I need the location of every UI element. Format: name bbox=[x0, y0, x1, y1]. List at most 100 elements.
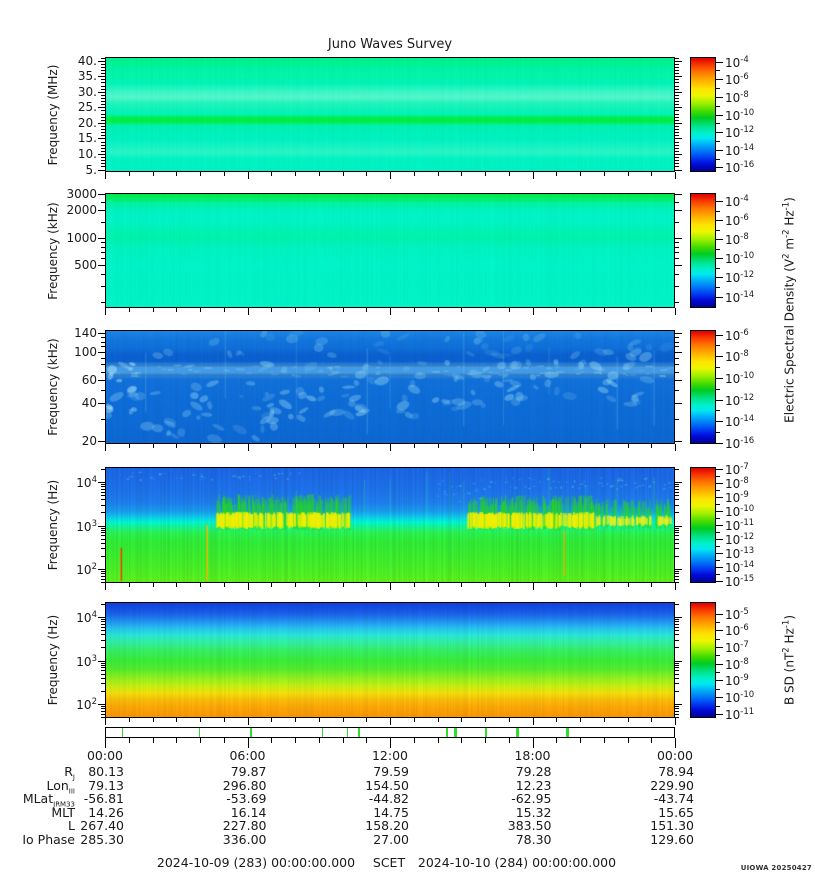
x-major-tick bbox=[105, 444, 106, 451]
colorbar-canvas-mf-electric-khz bbox=[691, 331, 715, 443]
colorbar-minor-tick bbox=[716, 248, 720, 250]
y-minor-tick bbox=[675, 441, 679, 443]
y-major-tick bbox=[98, 569, 105, 571]
x-minor-tick bbox=[271, 583, 273, 587]
y-minor-tick bbox=[101, 630, 105, 632]
colorbar-major-tick bbox=[716, 713, 723, 715]
y-tick-label: 1000 bbox=[66, 230, 97, 245]
y-major-tick bbox=[98, 704, 105, 706]
x-minor-tick bbox=[485, 583, 486, 587]
y-minor-tick bbox=[675, 221, 679, 223]
y-minor-tick bbox=[675, 486, 679, 488]
y-minor-tick bbox=[101, 706, 105, 708]
y-minor-tick bbox=[675, 274, 679, 276]
y-minor-tick bbox=[101, 82, 105, 84]
x-minor-tick bbox=[200, 172, 201, 176]
y-major-tick bbox=[98, 660, 105, 662]
colorbar-minor-tick bbox=[716, 88, 720, 90]
eph-value: -56.81 bbox=[83, 791, 124, 807]
y-minor-tick bbox=[101, 157, 105, 159]
x-minor-tick bbox=[176, 583, 178, 587]
colorbar-minor-tick bbox=[716, 490, 720, 492]
y-minor-tick bbox=[675, 529, 679, 531]
colorbar-tick-label: 10-12 bbox=[725, 125, 755, 141]
colorbar-major-tick bbox=[716, 149, 723, 151]
colorbar-minor-tick bbox=[716, 388, 720, 390]
y-minor-tick bbox=[101, 495, 105, 497]
x-minor-tick bbox=[627, 444, 629, 448]
y-tick-label: 100 bbox=[74, 344, 97, 359]
y-minor-tick bbox=[101, 163, 105, 165]
y-minor-tick bbox=[101, 371, 105, 373]
spectrogram-panel-vlf-electric-hz bbox=[105, 467, 675, 583]
y-major-tick bbox=[675, 237, 682, 239]
y-minor-tick bbox=[101, 418, 105, 420]
y-minor-tick bbox=[101, 713, 105, 715]
y-minor-tick bbox=[675, 371, 679, 373]
y-axis-label-lf-electric-khz: Frequency (kHz) bbox=[46, 201, 60, 300]
colorbar-minor-tick bbox=[716, 705, 720, 707]
y-minor-tick bbox=[101, 98, 105, 100]
y-minor-tick bbox=[101, 116, 105, 118]
x-minor-tick bbox=[556, 308, 558, 312]
x-minor-tick bbox=[603, 718, 605, 722]
y-tick-label: 103 bbox=[76, 518, 97, 534]
colorbar-major-tick bbox=[716, 469, 723, 471]
eph-row-label: LonIII bbox=[46, 777, 75, 796]
time-axis-minor-tick bbox=[271, 738, 273, 743]
colorbar-tick-label: 10-16 bbox=[725, 160, 755, 176]
eph-value: 158.20 bbox=[365, 818, 409, 834]
y-minor-tick bbox=[675, 129, 679, 131]
y-minor-tick bbox=[675, 163, 679, 165]
magnetic-spectral-density-unit-label: B SD (nT2 Hz-1) bbox=[781, 614, 797, 706]
x-minor-tick bbox=[152, 583, 154, 587]
eph-value: -44.82 bbox=[368, 791, 409, 807]
colorbar-minor-tick bbox=[716, 621, 720, 623]
colorbar-major-tick bbox=[716, 663, 723, 665]
y-major-tick bbox=[675, 569, 682, 571]
colorbar-tick-label: 10-7 bbox=[725, 640, 749, 656]
colorbar-canvas-hf-electric-mhz bbox=[691, 58, 715, 171]
y-minor-tick bbox=[675, 101, 679, 103]
time-axis-minor-tick bbox=[603, 738, 605, 743]
y-tick-label: 20. bbox=[77, 115, 97, 130]
y-tick-label: 500 bbox=[74, 258, 97, 273]
y-minor-tick bbox=[675, 491, 679, 493]
eph-value: 296.80 bbox=[222, 777, 267, 793]
eph-value: 79.13 bbox=[88, 777, 124, 793]
colorbar-tick-label: 10-6 bbox=[725, 623, 749, 639]
time-axis-minor-tick bbox=[651, 738, 653, 743]
y-minor-tick bbox=[675, 132, 679, 134]
colorbar-minor-tick bbox=[716, 518, 720, 520]
y-minor-tick bbox=[101, 104, 105, 106]
y-minor-tick bbox=[101, 153, 105, 155]
y-tick-label: 140 bbox=[74, 326, 97, 341]
x-minor-tick bbox=[461, 172, 463, 176]
y-minor-tick bbox=[101, 621, 105, 623]
y-minor-tick bbox=[675, 390, 679, 392]
eph-value: 227.80 bbox=[222, 818, 267, 834]
x-minor-tick bbox=[152, 718, 154, 722]
x-minor-tick bbox=[366, 308, 368, 312]
y-minor-tick bbox=[101, 512, 105, 514]
y-minor-tick bbox=[101, 166, 105, 168]
eph-value: 229.90 bbox=[650, 777, 694, 793]
y-minor-tick bbox=[101, 201, 105, 203]
x-minor-tick bbox=[271, 718, 273, 722]
y-minor-tick bbox=[675, 402, 679, 404]
event-mark bbox=[122, 728, 124, 737]
x-minor-tick bbox=[437, 308, 439, 312]
y-minor-tick bbox=[101, 251, 105, 253]
y-minor-tick bbox=[101, 662, 105, 664]
y-minor-tick bbox=[101, 390, 105, 392]
y-minor-tick bbox=[101, 341, 105, 343]
spectrogram-canvas-hf-electric-mhz bbox=[106, 58, 674, 171]
x-minor-tick bbox=[627, 172, 629, 176]
colorbar-tick-label: 10-4 bbox=[725, 194, 749, 210]
y-minor-tick bbox=[101, 647, 105, 649]
y-minor-tick bbox=[101, 618, 105, 620]
event-mark bbox=[357, 728, 360, 737]
x-minor-tick bbox=[176, 172, 178, 176]
x-minor-tick bbox=[223, 718, 225, 722]
colorbar-hf-electric-mhz bbox=[690, 57, 716, 172]
